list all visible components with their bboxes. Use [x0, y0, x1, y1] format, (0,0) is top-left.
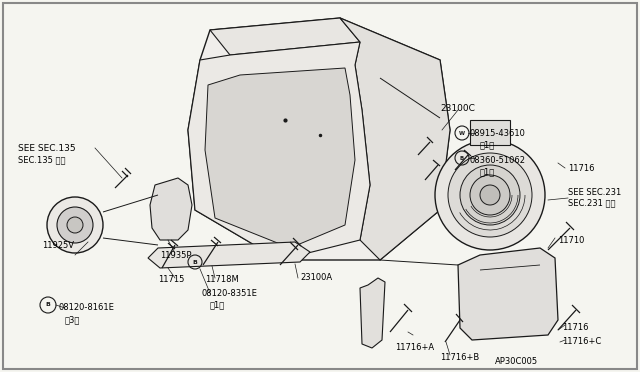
Text: 08915-43610: 08915-43610 — [470, 128, 526, 138]
Polygon shape — [205, 68, 355, 248]
Text: SEC.135 参照: SEC.135 参照 — [18, 155, 65, 164]
Polygon shape — [150, 178, 192, 240]
Text: （1）: （1） — [480, 141, 495, 150]
Text: SEE SEC.135: SEE SEC.135 — [18, 144, 76, 153]
Text: 11710: 11710 — [558, 235, 584, 244]
Text: 11716+C: 11716+C — [562, 337, 601, 346]
Text: 08120-8161E: 08120-8161E — [58, 304, 114, 312]
Bar — [470, 120, 510, 145]
Circle shape — [460, 165, 520, 225]
Polygon shape — [458, 248, 558, 340]
Text: SEE SEC.231: SEE SEC.231 — [568, 187, 621, 196]
Text: 23100A: 23100A — [300, 273, 332, 282]
Text: （1）: （1） — [480, 167, 495, 176]
Text: 11716: 11716 — [562, 324, 589, 333]
Text: B: B — [193, 260, 197, 264]
Text: B: B — [45, 302, 51, 308]
Polygon shape — [188, 42, 370, 260]
Text: 11716+A: 11716+A — [395, 343, 434, 353]
Text: SEC.231 参照: SEC.231 参照 — [568, 199, 616, 208]
Circle shape — [435, 140, 545, 250]
Circle shape — [480, 185, 500, 205]
Circle shape — [57, 207, 93, 243]
Polygon shape — [148, 242, 310, 268]
Circle shape — [470, 175, 510, 215]
Text: 11715: 11715 — [158, 276, 184, 285]
Text: 11718M: 11718M — [205, 276, 239, 285]
Circle shape — [67, 217, 83, 233]
Polygon shape — [340, 18, 450, 260]
Polygon shape — [360, 278, 385, 348]
Text: （3）: （3） — [65, 315, 81, 324]
Text: 08360-51062: 08360-51062 — [470, 155, 526, 164]
Text: AP30C005: AP30C005 — [495, 357, 538, 366]
Polygon shape — [210, 18, 360, 55]
Text: 08120-8351E: 08120-8351E — [202, 289, 258, 298]
Text: 11716: 11716 — [568, 164, 595, 173]
Text: 〈1〉: 〈1〉 — [210, 301, 225, 310]
Circle shape — [448, 153, 532, 237]
Circle shape — [47, 197, 103, 253]
Text: 23100C: 23100C — [440, 103, 475, 112]
Text: B: B — [460, 155, 464, 160]
Text: 11935P: 11935P — [160, 250, 191, 260]
Polygon shape — [188, 18, 450, 260]
Text: W: W — [459, 131, 465, 135]
Text: 11716+B: 11716+B — [440, 353, 479, 362]
Text: 11925V: 11925V — [42, 241, 74, 250]
